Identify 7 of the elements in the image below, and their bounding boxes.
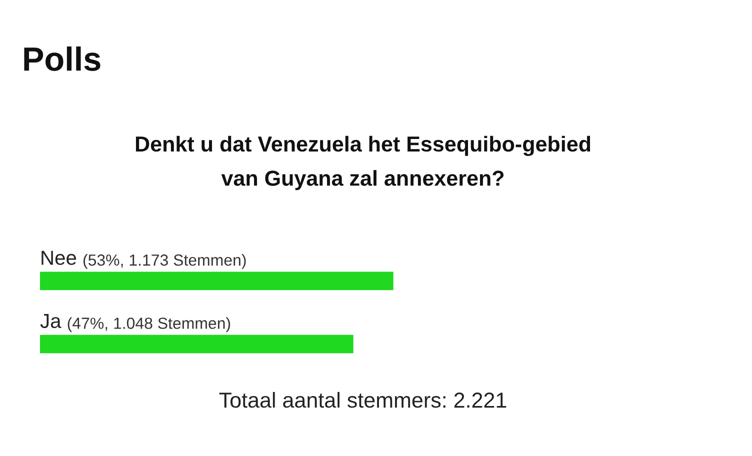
chart-subtitle: Denkt u dat Venezuela het Essequibo-gebied van Guyana zal annexeren? (136, 136, 590, 190)
chart-title: Polls (24, 46, 100, 71)
data-label: (53%, 1.173 Stemmen) (83, 254, 246, 269)
text: Totaal aantal stemmers: 2.221 (219, 392, 506, 408)
y-tick-label: Nee (42, 250, 76, 265)
y-tick-label: Ja (40, 314, 62, 328)
data-label: (47%, 1.048 Stemmen) (68, 317, 230, 332)
